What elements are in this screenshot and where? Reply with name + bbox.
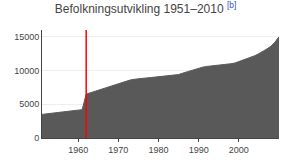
svg-text:Befolkningsutvikling 1951–2010: Befolkningsutvikling 1951–2010 ​[b]​ — [55, 0, 236, 16]
svg-text:1980: 1980 — [148, 145, 168, 155]
svg-text:5000: 5000 — [19, 99, 39, 109]
svg-text:1960: 1960 — [68, 145, 88, 155]
svg-text:1970: 1970 — [108, 145, 128, 155]
svg-text:1990: 1990 — [189, 145, 209, 155]
svg-text:10000: 10000 — [14, 66, 39, 76]
svg-text:0: 0 — [34, 133, 39, 143]
svg-text:15000: 15000 — [14, 32, 39, 42]
svg-text:2000: 2000 — [229, 145, 249, 155]
